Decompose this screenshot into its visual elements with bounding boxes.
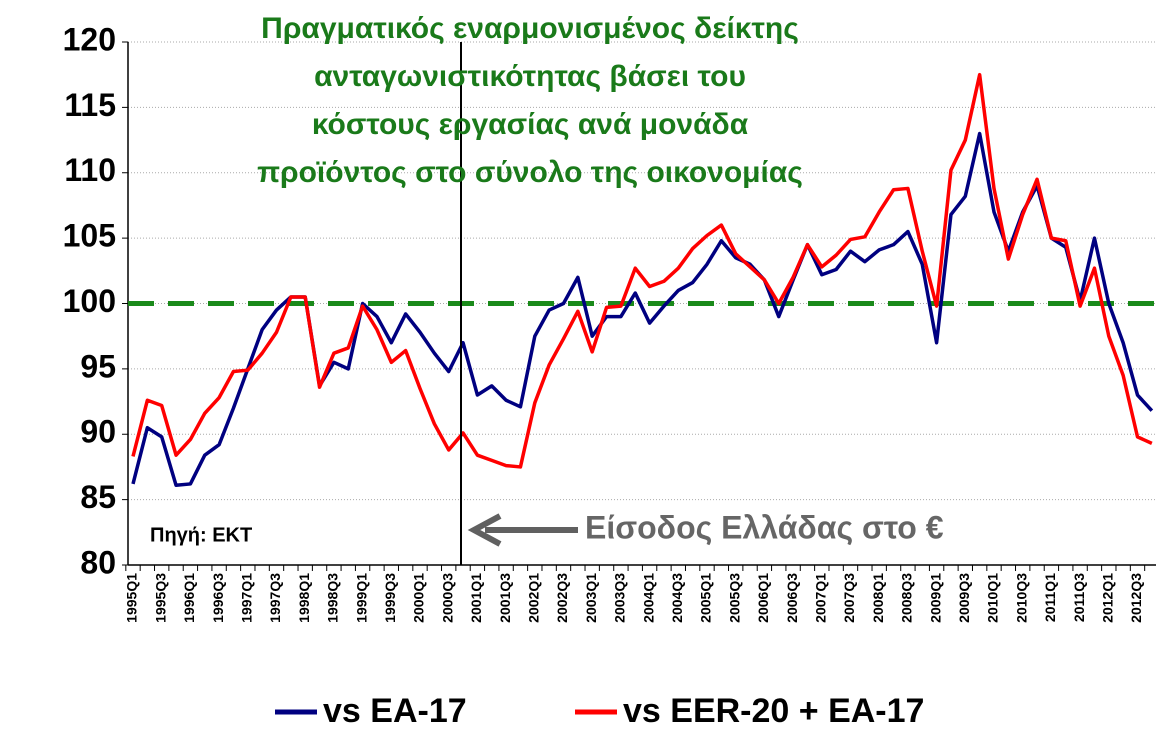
y-tick-label: 100 (63, 283, 116, 319)
x-tick-label: 2005Q1 (698, 573, 714, 623)
x-tick-label: 1997Q3 (267, 573, 283, 623)
y-tick-label: 115 (64, 87, 116, 123)
x-tick-label: 1996Q1 (181, 573, 197, 623)
chart-title: Πραγματικός εναρμονισμένος δείκτης (261, 12, 799, 45)
x-tick-label: 2003Q1 (583, 573, 599, 623)
y-tick-label: 90 (80, 414, 116, 450)
y-tick-label: 105 (63, 218, 116, 254)
x-tick-label: 2008Q3 (899, 573, 915, 623)
euro-entry-label: Είσοδος Ελλάδας στο € (585, 509, 944, 545)
x-tick-label: 2007Q1 (813, 573, 829, 623)
y-tick-label: 85 (80, 479, 116, 515)
arrow-head (467, 513, 502, 547)
y-tick-label: 110 (64, 152, 116, 188)
x-tick-label: 2010Q3 (1013, 573, 1029, 623)
x-tick-label: 2010Q1 (985, 573, 1001, 623)
x-tick-label: 2005Q3 (726, 573, 742, 623)
plot: 80 85 90 95 100 105 110 115 120 1995Q1 1995Q3 1996Q… (63, 21, 1156, 623)
legend-label: vs EA-17 (323, 692, 467, 730)
x-tick-label: 2012Q3 (1128, 573, 1144, 623)
x-tick-label: 1995Q1 (124, 573, 140, 623)
y-tick-label: 80 (80, 544, 116, 580)
x-tick-label: 2002Q1 (526, 573, 542, 623)
x-tick-label: 1999Q3 (382, 573, 398, 623)
x-tick-label: 2012Q1 (1100, 573, 1116, 623)
x-tick-label: 2004Q3 (669, 573, 685, 623)
x-tick-label: 2006Q3 (784, 573, 800, 623)
y-tick-label: 95 (80, 348, 116, 384)
series-line (131, 72, 1153, 469)
x-tick-label: 2011Q1 (1042, 573, 1058, 622)
legend-label: vs EER-20 + EA-17 (623, 692, 924, 730)
x-tick-label: 2009Q3 (956, 573, 972, 623)
x-tick-label: 1999Q1 (353, 573, 369, 623)
x-tick-label: 1998Q1 (296, 573, 312, 623)
chart-title: ανταγωνιστικότητας βάσει του (314, 60, 746, 93)
x-tick-label: 2006Q1 (755, 573, 771, 623)
source-note: Πηγή: ΕΚΤ (150, 524, 252, 546)
x-tick-label: 2000Q1 (411, 573, 427, 623)
x-tick-label: 2009Q1 (927, 573, 943, 623)
y-tick-label: 120 (63, 21, 116, 57)
x-tick-label: 2001Q3 (497, 573, 513, 623)
x-tick-label: 1997Q1 (239, 573, 255, 623)
x-tick-label: 1996Q3 (210, 573, 226, 623)
x-tick-label: 2003Q3 (612, 573, 628, 623)
x-tick-label: 2007Q3 (841, 573, 857, 623)
x-tick-label: 1995Q3 (152, 573, 168, 623)
x-tick-label: 2004Q1 (640, 573, 656, 623)
chart-title: κόστους εργασίας ανά μονάδα (312, 108, 749, 141)
x-tick-label: 2008Q1 (870, 573, 886, 623)
x-tick-label: 2011Q3 (1071, 573, 1087, 622)
chart-title: προϊόντος στο σύνολο της οικονομίας (257, 156, 803, 189)
x-tick-label: 2000Q3 (439, 573, 455, 623)
x-tick-label: 2001Q1 (468, 573, 484, 623)
source-box (140, 515, 305, 555)
x-tick-label: 2002Q3 (554, 573, 570, 623)
x-tick-label: 1998Q3 (325, 573, 341, 623)
